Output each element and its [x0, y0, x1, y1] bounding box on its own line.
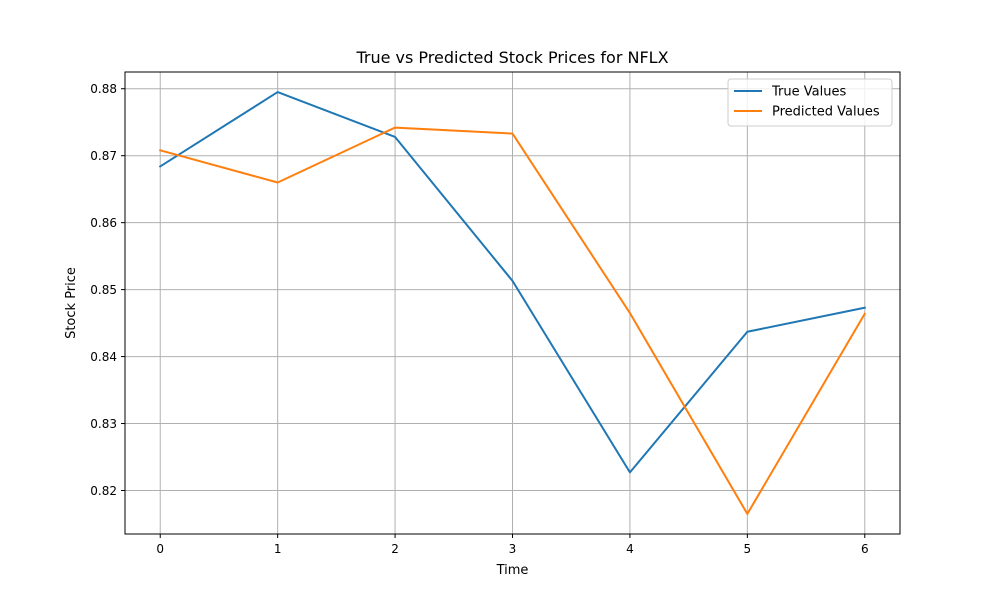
x-axis-label: Time	[496, 563, 529, 578]
y-axis-label: Stock Price	[64, 267, 79, 339]
legend-box	[727, 78, 893, 127]
legend: True Values Predicted Values	[727, 78, 893, 127]
x-tick-label: 6	[861, 542, 869, 556]
series-line-true	[158, 91, 866, 474]
series-line-predicted	[158, 126, 867, 515]
x-axis-ticks: 0 1 2 3 4 5 6	[156, 534, 869, 556]
x-tick-label: 0	[156, 542, 164, 556]
series-lines	[158, 91, 867, 515]
x-tick-label: 3	[509, 542, 517, 556]
y-tick-label: 0.86	[90, 216, 117, 230]
y-tick-label: 0.84	[90, 350, 117, 364]
x-tick-label: 4	[626, 542, 634, 556]
chart-title: True vs Predicted Stock Prices for NFLX	[355, 48, 668, 67]
y-tick-label: 0.87	[90, 149, 117, 163]
legend-label-predicted: Predicted Values	[772, 105, 880, 120]
x-tick-label: 1	[274, 542, 282, 556]
y-tick-label: 0.88	[90, 82, 117, 96]
y-tick-label: 0.83	[90, 417, 117, 431]
x-tick-label: 5	[744, 542, 752, 556]
y-axis-ticks: 0.82 0.83 0.84 0.85 0.86 0.87 0.88	[90, 82, 125, 498]
y-tick-label: 0.85	[90, 283, 117, 297]
y-tick-label: 0.82	[90, 484, 117, 498]
x-tick-label: 2	[391, 542, 399, 556]
legend-label-true: True Values	[771, 85, 846, 100]
grid-lines	[125, 72, 900, 534]
